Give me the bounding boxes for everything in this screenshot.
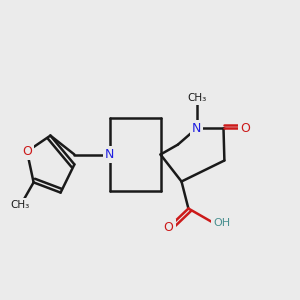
Text: N: N: [192, 122, 201, 135]
Text: CH₃: CH₃: [187, 93, 206, 103]
Text: N: N: [105, 148, 114, 161]
Text: O: O: [241, 122, 250, 135]
Text: O: O: [164, 221, 173, 234]
Text: OH: OH: [213, 218, 230, 228]
Text: CH₃: CH₃: [11, 200, 30, 211]
Text: O: O: [22, 145, 32, 158]
